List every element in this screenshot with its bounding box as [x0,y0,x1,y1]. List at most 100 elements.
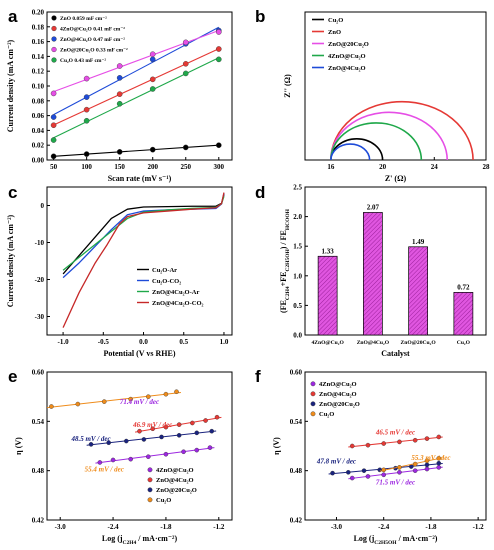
data-point [50,122,57,129]
x-tick-label: -2.4 [108,523,120,531]
x-tick-label: 28 [483,163,491,171]
slope-label: 55.4 mV / dec [85,465,124,473]
legend-label: 4ZnO@Cu₂O [319,381,357,388]
data-point [83,117,90,124]
x-tick-label: 0.5 [179,338,188,346]
data-point [381,467,386,473]
legend-marker [310,381,316,387]
legend-label: ZnO@20Cu₂O 0.33 mF cm⁻² [60,48,128,54]
slope-label: 46.9 mV / dec [132,421,172,429]
panel-label-c: c [8,183,17,202]
x-tick-label: -1.8 [425,523,437,531]
panel-label-b: b [255,7,265,26]
axis-label-part: / mA·cm⁻²) [136,534,177,543]
axis-label-subscript: C2H4 [285,286,291,300]
axis-label-part: ) / FE [279,230,288,249]
axis-label-part: +FE [279,272,288,287]
x-tick-label: 16 [327,163,335,171]
axis-label-part: Log (j [354,534,375,543]
plot-frame [46,11,233,161]
fit-line [53,48,220,126]
legend-label: Cu₂O [156,497,171,504]
x-axis-label: Log (jC2H5OH / mA·cm⁻²) [354,534,438,546]
x-tick-label: -1.2 [473,523,485,531]
x-tick-label: -3.0 [331,523,343,531]
legend-marker [310,391,316,397]
y-tick-label: 0.08 [32,97,45,105]
data-point [397,470,402,475]
data-point [75,401,81,407]
x-tick-label: 50 [50,163,58,171]
legend-label: Cu₂O-CO₂ [152,278,181,285]
x-tick-label: -2.4 [378,523,390,531]
panel-label-d: d [255,183,265,202]
axis-label-part: / mA·cm⁻²) [397,534,438,543]
data-point [146,394,151,399]
lsv-curve [62,194,225,275]
y-tick-label: 0.60 [32,369,45,377]
data-point [397,465,402,470]
x-axis-label: Catalyst [381,349,410,358]
legend-label: 4ZnO@Cu₂O [328,53,366,60]
y-tick-label: 0.48 [32,467,45,475]
data-point [203,418,208,423]
nyquist-arc [330,111,449,161]
plot-frame [304,186,487,336]
y-tick-label: -30 [35,313,45,321]
data-point [149,76,156,83]
data-point [182,61,189,67]
nyquist-arc [330,122,423,161]
x-tick-label: 24 [431,163,439,171]
x-tick-label: 100 [81,163,92,171]
data-point [215,56,222,63]
data-point [381,472,386,478]
panel-label-e: e [8,367,17,386]
data-point [214,414,220,420]
y-tick-label: 0.00 [32,157,45,165]
x-axis-label: Scan rate (mV s⁻¹) [108,174,172,183]
y-tick-label: 0.12 [32,68,45,76]
legend-label: ZnO 0.059 mF cm⁻² [60,16,107,22]
bar [408,246,428,336]
legend-label: ZnO@4Cu₂O [328,65,366,72]
x-tick-label: 200 [147,163,158,171]
data-point [436,465,442,470]
data-point [215,29,222,35]
panel-label-f: f [255,367,261,386]
y-tick-label: 0 [41,202,45,210]
data-point [412,437,418,443]
y-axis-label: Z'' (Ω) [283,74,292,98]
data-point [149,51,156,57]
y-tick-label: 0.0 [293,332,302,340]
panel-b: b 16 20 24 28 Z' (Ω) Z'' (Ω) Cu₂O ZnO ZnO@20Cu₂O 4… [255,7,490,183]
data-point [83,151,90,157]
y-tick-label: 0.18 [32,23,45,31]
x-axis-label: Potential (V vs RHE) [103,349,175,358]
data-point [163,391,169,397]
data-point [137,428,142,434]
y-tick-label: 2.0 [293,213,302,221]
data-point [101,399,107,404]
axis-label-part: (FE [279,300,288,313]
y-tick-label: 0.60 [290,369,303,377]
y-axis-label: Current density (mA cm⁻²) [6,214,15,307]
bar-value-label: 0.72 [457,283,470,291]
data-point [176,422,182,427]
bar-value-label: 2.07 [367,203,380,211]
data-point [97,460,103,465]
panel-c: c -1.0 -0.5 0.0 0.5 1.0 0 -10 -20 -30 Potential (V… [6,183,233,358]
data-point [83,94,90,100]
x-tick-label: 20 [379,163,387,171]
data-point [116,149,123,155]
legend-label: Cu₂O 0.43 mF cm⁻² [60,58,106,64]
legend-label: ZnO@4Cu₂O-Ar [152,289,199,296]
data-point [215,142,222,148]
slope-label: 55.3 mV / dec [411,454,450,462]
data-point [365,474,371,479]
legend-label: 4ZnO@Cu₂O 0.41 mF cm⁻² [60,27,125,33]
data-point [207,445,213,450]
plot-frame [304,371,487,521]
data-point [149,86,156,92]
y-tick-label: 0.16 [32,38,45,46]
